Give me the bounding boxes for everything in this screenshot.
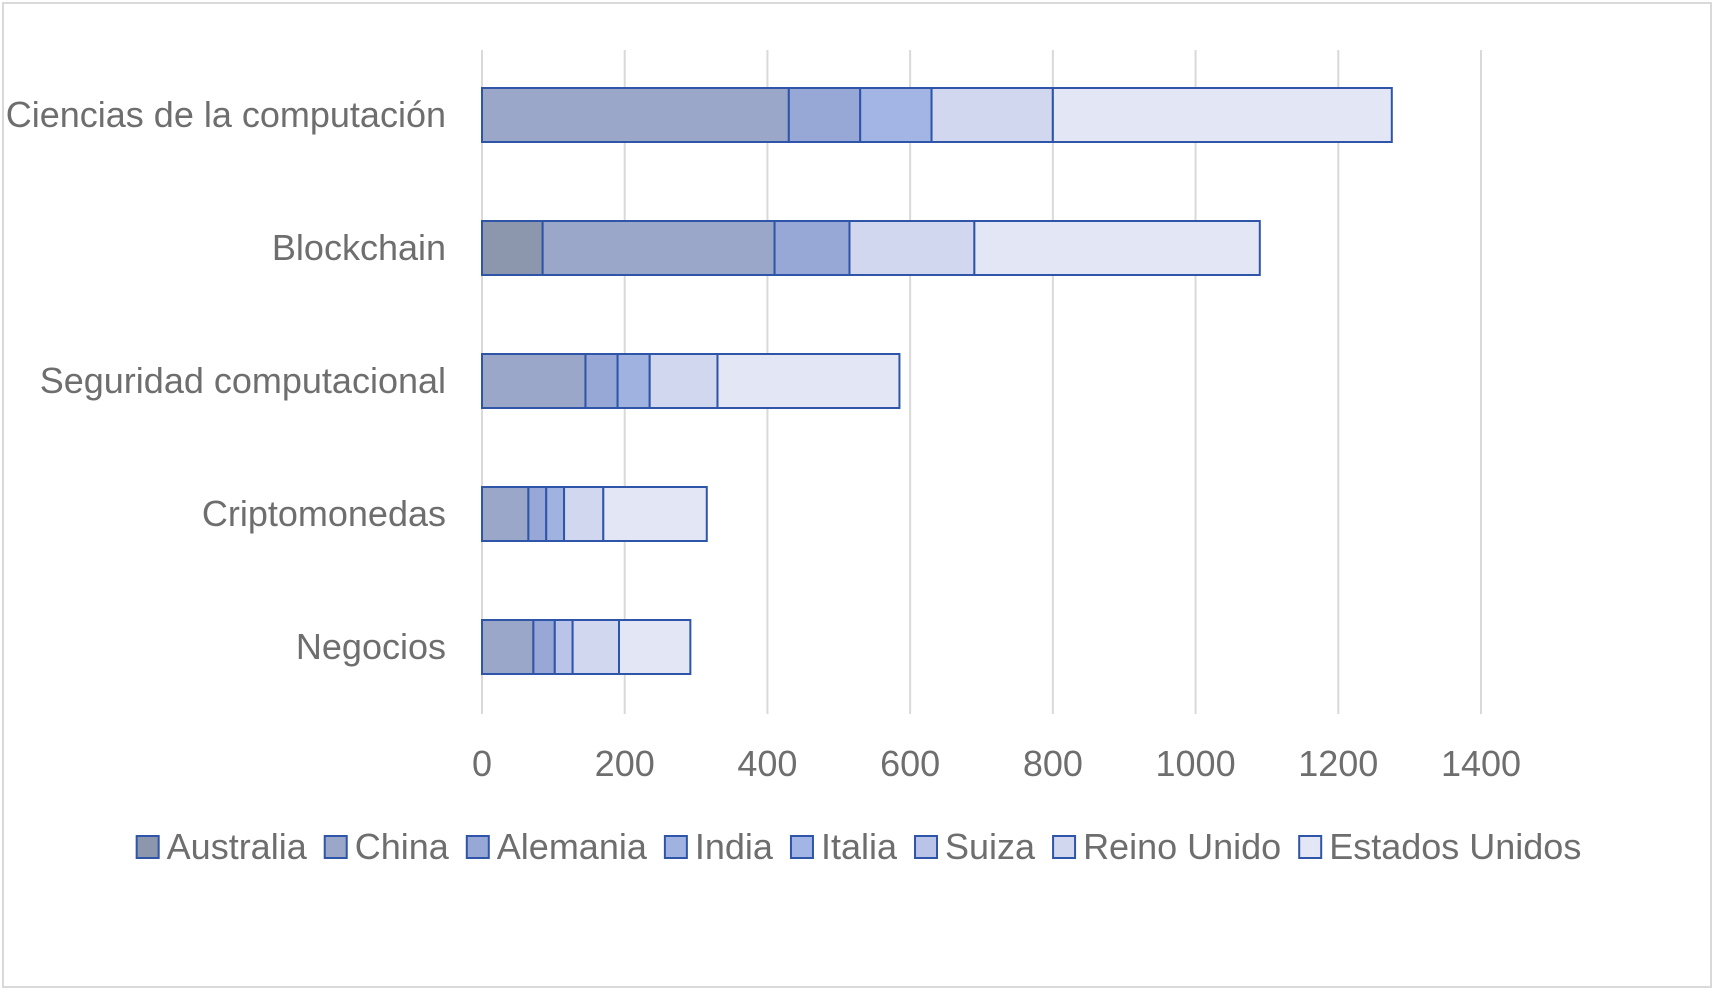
legend-label-italia: Italia	[821, 826, 898, 867]
legend-swatch-reino-unido	[1052, 835, 1077, 859]
bar-ciencias-de-la-computacion-estados-unidos	[1051, 87, 1393, 143]
category-label-blockchain: Blockchain	[272, 227, 446, 268]
legend-swatch-suiza	[914, 835, 939, 859]
bar-criptomonedas-india	[545, 486, 566, 542]
bar-criptomonedas-reino-unido	[563, 486, 605, 542]
legend-item-china: China	[323, 826, 450, 867]
bar-seguridad-computacional-china	[481, 353, 587, 409]
legend-label-estados-unidos: Estados Unidos	[1329, 826, 1581, 867]
category-labels: Ciencias de la computación Blockchain Segu…	[6, 94, 446, 667]
x-tick-label-0: 0	[472, 743, 492, 784]
legend-label-suiza: Suiza	[945, 826, 1036, 867]
legend-label-alemania: Alemania	[497, 826, 648, 867]
bar-negocios-suiza	[553, 619, 574, 675]
bar-ciencias-de-la-computacion-alemania	[787, 87, 862, 143]
legend: Australia China Alemania India Italia Suiza Re…	[135, 826, 1581, 867]
legend-item-india: India	[663, 826, 774, 867]
stacked-bar-chart: Ciencias de la computación Blockchain Segu…	[6, 50, 1581, 867]
bar-negocios-estados-unidos	[618, 619, 692, 675]
category-label-criptomonedas: Criptomonedas	[202, 493, 446, 534]
bar-blockchain-alemania	[773, 220, 851, 276]
x-tick-label-800: 800	[1023, 743, 1083, 784]
bar-negocios-alemania	[532, 619, 556, 675]
bar-blockchain-estados-unidos	[973, 220, 1261, 276]
bar-seguridad-computacional-india	[616, 353, 651, 409]
legend-item-suiza: Suiza	[914, 826, 1036, 867]
legend-label-china: China	[355, 826, 450, 867]
legend-swatch-china	[323, 835, 348, 859]
legend-swatch-estados-unidos	[1298, 835, 1323, 859]
bar-ciencias-de-la-computacion-italia	[859, 87, 933, 143]
bar-blockchain-china	[541, 220, 776, 276]
bar-seguridad-computacional-alemania	[584, 353, 619, 409]
x-tick-label-1000: 1000	[1156, 743, 1236, 784]
bar-criptomonedas-alemania	[527, 486, 548, 542]
legend-item-italia: Italia	[789, 826, 898, 867]
x-tick-label-200: 200	[595, 743, 655, 784]
x-tick-label-600: 600	[880, 743, 940, 784]
bar-blockchain-reino-unido	[848, 220, 976, 276]
legend-swatch-italia	[789, 835, 814, 859]
bar-seguridad-computacional-reino-unido	[648, 353, 719, 409]
x-tick-label-1400: 1400	[1441, 743, 1521, 784]
legend-label-reino-unido: Reino Unido	[1083, 826, 1281, 867]
legend-item-australia: Australia	[135, 826, 308, 867]
x-tick-labels: 0 200 400 600 800 1000 1200 1400	[472, 743, 1521, 784]
category-label-ciencias-de-la-computacion: Ciencias de la computación	[6, 94, 446, 135]
bar-criptomonedas-china	[481, 486, 530, 542]
legend-swatch-alemania	[465, 835, 490, 859]
bars	[481, 87, 1393, 675]
x-tick-label-400: 400	[737, 743, 797, 784]
bar-criptomonedas-estados-unidos	[602, 486, 708, 542]
bar-negocios-china	[481, 619, 535, 675]
category-label-negocios: Negocios	[296, 626, 446, 667]
x-tick-label-1200: 1200	[1298, 743, 1378, 784]
bar-seguridad-computacional-estados-unidos	[716, 353, 901, 409]
legend-label-australia: Australia	[167, 826, 308, 867]
bar-blockchain-australia	[481, 220, 544, 276]
bar-ciencias-de-la-computacion-china	[481, 87, 790, 143]
legend-swatch-india	[663, 835, 688, 859]
bar-negocios-reino-unido	[571, 619, 621, 675]
bar-ciencias-de-la-computacion-reino-unido	[930, 87, 1054, 143]
legend-item-alemania: Alemania	[465, 826, 648, 867]
legend-label-india: India	[695, 826, 774, 867]
legend-item-estados-unidos: Estados Unidos	[1298, 826, 1581, 867]
legend-swatch-australia	[135, 835, 160, 859]
category-label-seguridad-computacional: Seguridad computacional	[40, 360, 446, 401]
legend-item-reino-unido: Reino Unido	[1052, 826, 1281, 867]
